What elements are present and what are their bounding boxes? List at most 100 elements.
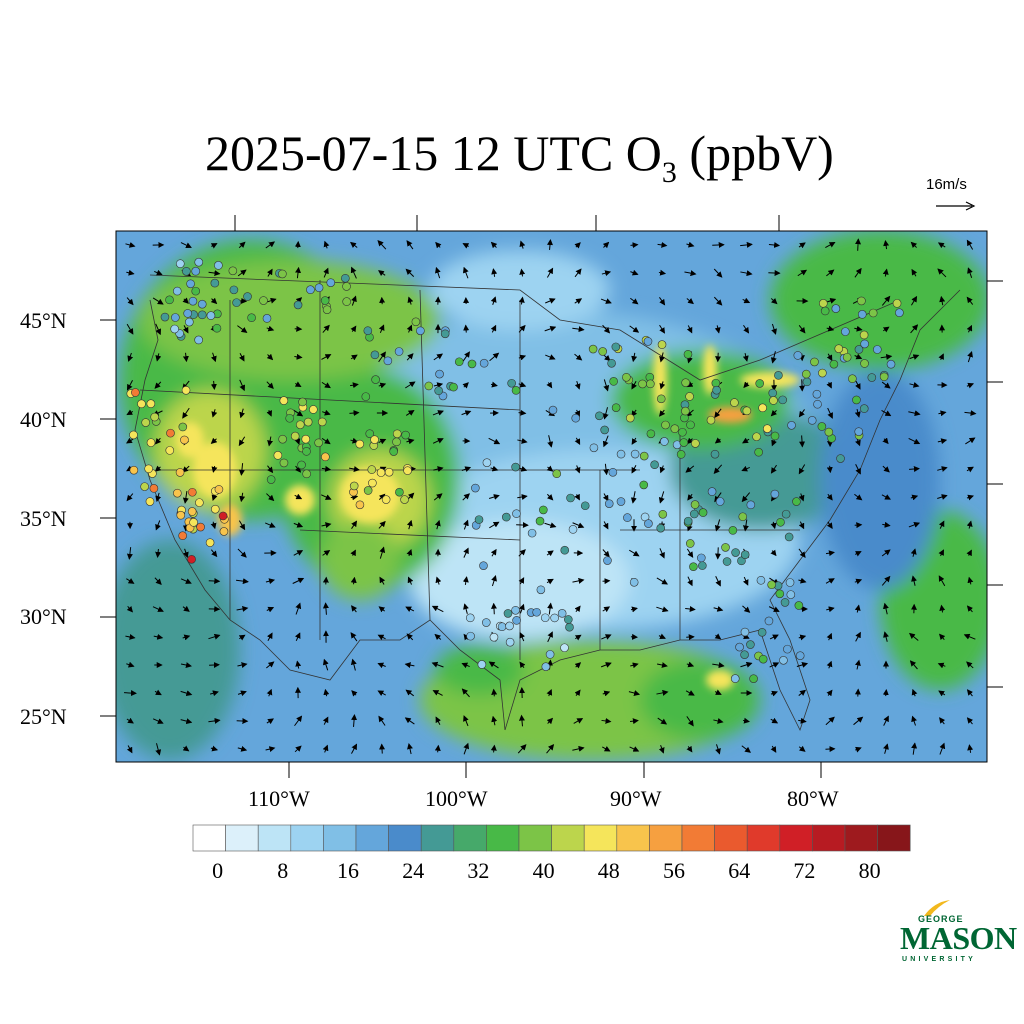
wind-arrow (967, 267, 973, 278)
wind-arrow (547, 435, 554, 448)
station-marker (295, 420, 305, 430)
wind-arrow (350, 241, 358, 248)
wind-arrow (433, 466, 444, 472)
wind-arrow (404, 662, 415, 669)
wind-arrow (854, 551, 862, 557)
wind-arrow (266, 325, 275, 332)
wind-arrow (602, 549, 610, 558)
station-marker (817, 422, 827, 431)
wind-arrow (295, 602, 302, 615)
station-marker (683, 349, 693, 359)
wind-arrow (378, 606, 386, 613)
station-marker (681, 406, 690, 416)
station-marker (394, 347, 404, 356)
station-marker (210, 278, 220, 288)
station-marker (363, 486, 373, 495)
station-marker (670, 424, 680, 434)
station-marker (273, 451, 283, 460)
wind-arrow (209, 690, 219, 697)
wind-arrow (349, 410, 360, 417)
wind-arrow (377, 690, 386, 696)
wind-arrow (239, 379, 246, 392)
wind-arrow (238, 463, 245, 476)
station-marker (769, 396, 778, 405)
map-title: 2025-07-15 12 UTC O3 (ppbV) (205, 125, 834, 189)
wind-arrow (770, 351, 777, 364)
station-marker (512, 616, 521, 625)
wind-arrow (770, 745, 777, 753)
wind-arrow (825, 242, 836, 248)
wind-arrow (518, 409, 527, 416)
wind-arrow (545, 354, 556, 360)
colorbar-swatch (257, 824, 292, 852)
wind-arrow (152, 606, 164, 612)
wind-arrow (658, 745, 665, 754)
station-marker (784, 532, 794, 542)
station-marker (685, 392, 694, 401)
station-marker (477, 660, 487, 669)
wind-arrow (351, 690, 358, 697)
wind-arrow (546, 465, 554, 472)
wind-arrow (350, 658, 357, 671)
wind-arrow (180, 242, 192, 248)
station-marker (859, 330, 869, 340)
station-marker (892, 299, 902, 308)
wind-arrow (712, 662, 725, 669)
wind-arrow (435, 241, 442, 249)
wind-arrow (546, 550, 554, 557)
station-marker (466, 631, 475, 641)
wind-arrow (770, 464, 777, 474)
wind-arrow (406, 438, 415, 445)
wind-arrow (684, 270, 697, 277)
station-marker (557, 609, 567, 618)
station-marker (229, 285, 239, 295)
wind-arrow (855, 464, 861, 475)
wind-arrow (854, 267, 862, 278)
station-marker (834, 344, 844, 353)
station-marker (646, 379, 655, 389)
wind-arrow (377, 240, 387, 250)
wind-arrow (182, 407, 190, 419)
station-marker (779, 656, 788, 665)
station-marker (564, 615, 573, 624)
station-marker (595, 411, 604, 421)
wind-arrow (741, 465, 750, 472)
station-marker (349, 481, 359, 491)
wind-arrow (490, 324, 497, 333)
wind-arrow (740, 270, 753, 277)
wind-arrow (180, 662, 192, 668)
wind-arrow (405, 689, 415, 697)
wind-arrow (882, 268, 889, 277)
wind-arrow (126, 269, 135, 276)
wind-arrow (826, 325, 835, 332)
wind-arrow (462, 266, 469, 279)
wind-arrow (379, 743, 386, 754)
wind-arrow (208, 270, 221, 277)
station-marker (535, 516, 545, 526)
wind-arrow (153, 633, 164, 640)
wind-arrow (939, 742, 946, 755)
wind-arrow (265, 746, 276, 753)
station-marker (279, 396, 289, 405)
station-marker (131, 388, 140, 397)
wind-arrow (407, 296, 414, 305)
wind-arrow (237, 325, 248, 333)
wind-arrow (602, 606, 611, 613)
wind-arrow (266, 688, 273, 697)
wind-arrow (433, 353, 443, 361)
station-marker (511, 462, 520, 472)
station-marker (363, 326, 373, 336)
wind-arrow (237, 269, 247, 277)
station-marker (434, 386, 443, 396)
wind-arrow (518, 381, 527, 388)
wind-arrow (406, 519, 413, 530)
wind-arrow (826, 353, 833, 362)
wind-arrow (771, 323, 777, 335)
wind-arrow (880, 353, 893, 360)
wind-arrow (714, 519, 721, 532)
wind-arrow (685, 465, 695, 473)
station-marker (623, 513, 632, 522)
station-marker (355, 500, 365, 510)
colorbar-label: 16 (337, 858, 359, 883)
station-marker (481, 618, 491, 627)
